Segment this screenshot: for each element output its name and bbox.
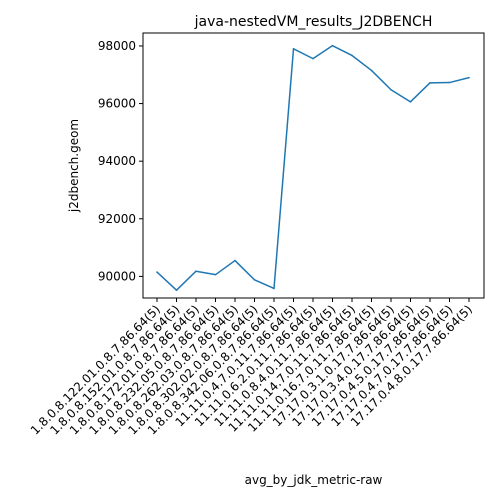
data-point [253,279,256,281]
data-point [195,270,197,273]
y-tick-label: 90000 [98,269,136,283]
y-tick-label: 96000 [98,97,136,111]
series-layer [156,44,470,292]
data-point [292,48,295,50]
data-point [331,44,334,47]
chart-title: java-nestedVM_results_J2DBENCH [194,14,433,30]
data-point [429,82,431,84]
y-tick-label: 92000 [98,212,136,226]
x-axis-label: avg_by_jdk_metric-raw [245,473,383,487]
data-point [448,81,451,84]
data-point [312,57,314,60]
series-line [156,44,470,291]
plot-area-frame [142,32,485,299]
data-point [234,259,236,262]
data-point [156,271,158,273]
x-axis: 1.8.0.8.122.01.0.8.7.86.64(5)1.8.0.8.152… [28,298,475,438]
data-point [351,54,353,57]
y-axis: 90000 92000 94000 96000 98000 [98,39,143,283]
data-point [370,69,373,72]
y-axis-label: j2dbench.geom [67,119,81,213]
y-tick-label: 94000 [98,154,136,168]
data-point [273,287,275,290]
data-point [468,76,470,79]
data-point [409,101,412,103]
y-tick-label: 98000 [98,39,136,53]
data-point [390,88,392,91]
data-point [214,273,217,276]
data-point [175,289,178,292]
